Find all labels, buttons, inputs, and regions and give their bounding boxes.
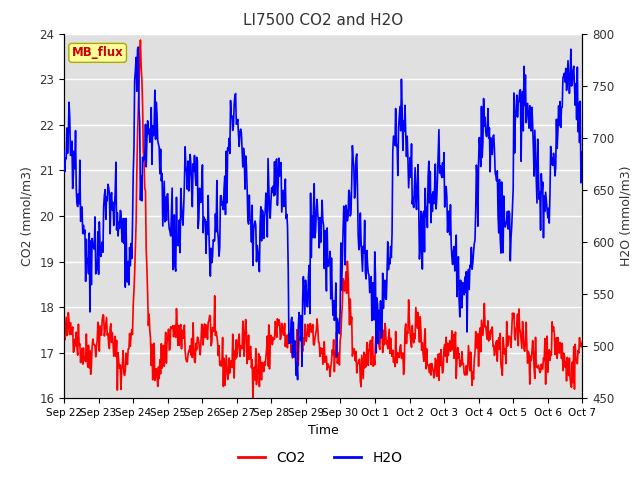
Y-axis label: CO2 (mmol/m3): CO2 (mmol/m3) — [20, 166, 34, 266]
X-axis label: Time: Time — [308, 424, 339, 437]
Y-axis label: H2O (mmol/m3): H2O (mmol/m3) — [620, 166, 633, 266]
Text: MB_flux: MB_flux — [72, 47, 124, 60]
Legend: CO2, H2O: CO2, H2O — [232, 445, 408, 471]
Title: LI7500 CO2 and H2O: LI7500 CO2 and H2O — [243, 13, 403, 28]
